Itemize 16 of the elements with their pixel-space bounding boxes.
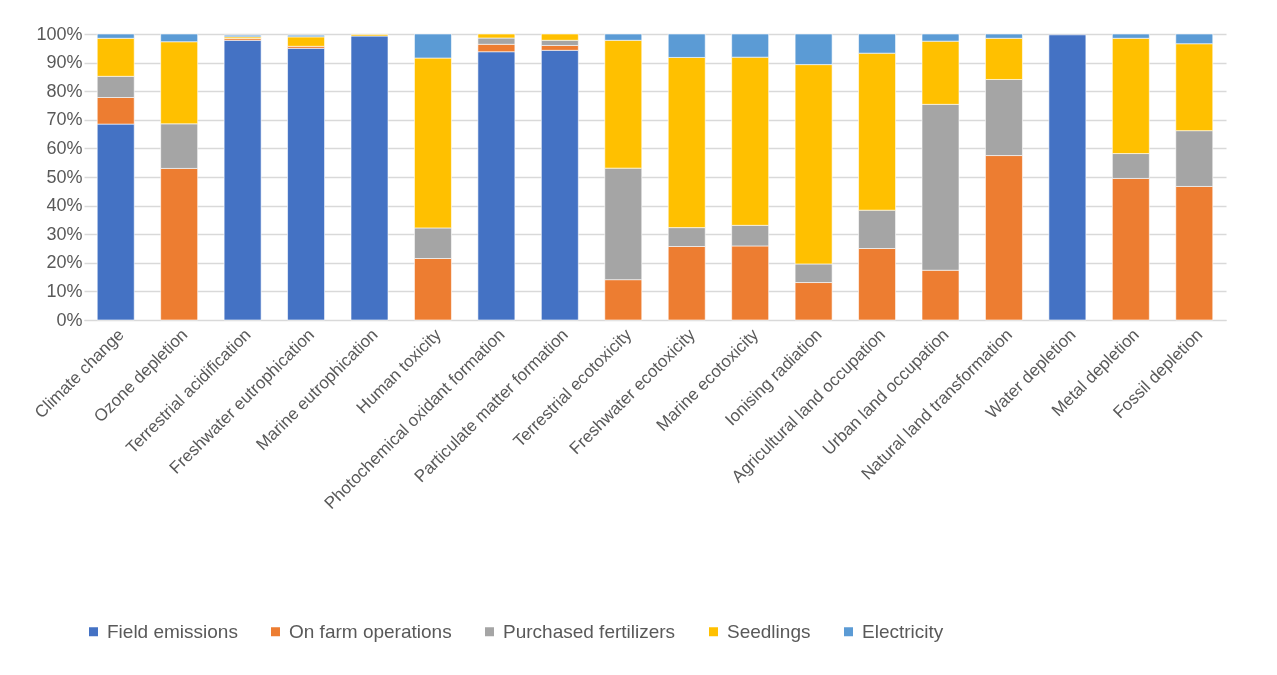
y-tick-label: 90%: [46, 52, 83, 73]
legend-label: Field emissions: [107, 620, 238, 642]
y-tick-label: 60%: [46, 137, 83, 158]
y-tick-label: 10%: [46, 280, 83, 301]
legend-label: Purchased fertilizers: [503, 620, 676, 642]
y-tick-label: 100%: [36, 23, 83, 44]
legend-label: Seedlings: [727, 620, 811, 642]
y-tick-label: 50%: [46, 166, 83, 187]
y-tick-label: 80%: [46, 80, 83, 101]
legend-label: On farm operations: [289, 620, 452, 642]
y-tick-label: 20%: [46, 252, 83, 273]
y-tick-label: 40%: [46, 195, 83, 216]
legend-label: Electricity: [862, 620, 944, 642]
y-tick-label: 30%: [46, 223, 83, 244]
y-tick-label: 70%: [46, 109, 83, 130]
y-tick-label: 0%: [56, 309, 83, 330]
